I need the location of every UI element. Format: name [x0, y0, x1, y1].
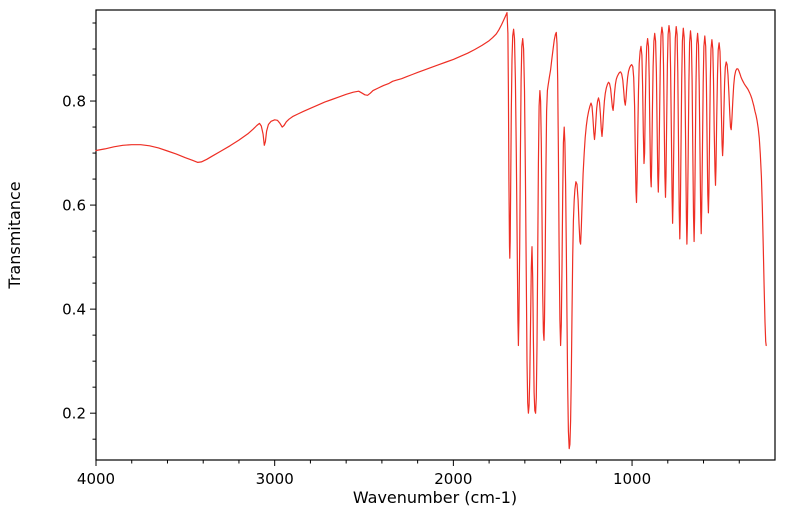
- x-tick-label: 2000: [434, 470, 472, 488]
- x-tick-label: 3000: [256, 470, 294, 488]
- x-axis-label: Wavenumber (cm-1): [353, 488, 517, 507]
- x-axis-ticks: 4000 3000 2000 1000: [77, 460, 740, 488]
- spectrum-line: [95, 12, 767, 450]
- y-axis-ticks: 0.2 0.4 0.6 0.8: [62, 22, 96, 440]
- y-tick-label: 0.6: [62, 196, 86, 214]
- y-tick-label: 0.2: [62, 404, 86, 422]
- y-tick-label: 0.4: [62, 300, 86, 318]
- x-tick-label: 1000: [613, 470, 651, 488]
- x-tick-label: 4000: [77, 470, 115, 488]
- series-lines: [95, 12, 767, 450]
- y-axis-label: Transmitance: [5, 181, 24, 289]
- plot-frame: [95, 9, 776, 461]
- y-tick-label: 0.8: [62, 92, 86, 110]
